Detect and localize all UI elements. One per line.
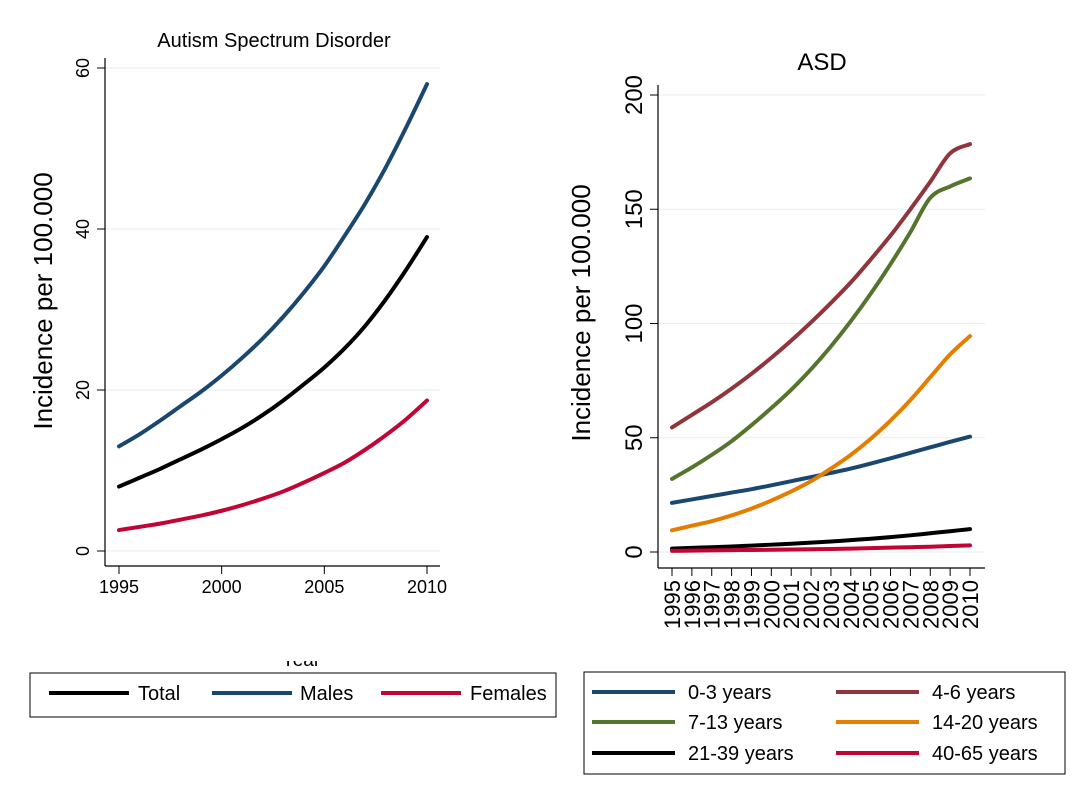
legend-left-item-females-label: Females: [470, 683, 547, 705]
chart-left-y-tick-label: 0: [73, 546, 93, 556]
chart-left-gridlines: [105, 67, 440, 552]
chart-left-y-tick-label: 40: [73, 219, 93, 239]
chart-left-series-line-males: [117, 82, 429, 449]
chart-left-axes: [104, 58, 440, 567]
chart-right-y-ticks: 0 50 100 150 200: [621, 75, 658, 559]
chart-right-ylabel: Incidence per 100.000: [566, 184, 596, 441]
chart-right-series-line-7-13-years: [670, 176, 972, 481]
legend-right-item-4-6-label: 4-6 years: [932, 682, 1015, 704]
chart-right-x-tick-label: 2000: [759, 580, 784, 629]
chart-right-series-line-4-6-years: [670, 142, 972, 430]
legend-right-item-7-13-label: 7-13 years: [688, 712, 783, 734]
chart-right-gridlines: [658, 94, 985, 553]
chart-right-title: ASD: [797, 49, 846, 76]
legend-left-item-males-label: Males: [300, 683, 353, 705]
legend-left: Total Males Females: [29, 672, 557, 718]
chart-right-x-tick-label: 2006: [879, 580, 904, 629]
chart-right-x-tick-label: 2008: [918, 580, 943, 629]
chart-right-x-tick-label: 1995: [660, 580, 685, 629]
chart-left: Autism Spectrum Disorder Incidence per 1…: [28, 30, 447, 671]
legend-right-item-40-65-label: 40-65 years: [932, 743, 1038, 765]
chart-left-y-ticks: 0 20 40 60: [73, 58, 105, 556]
chart-right-series: [670, 142, 972, 553]
chart-right-x-tick-label: 2009: [938, 580, 963, 629]
chart-right-x-tick-label: 1998: [720, 580, 745, 629]
chart-right-x-tick-label: 2005: [859, 580, 884, 629]
chart-left-x-tick-label: 2005: [304, 577, 344, 597]
chart-right: ASD Incidence per 100.000 0 50 100 150 200 1…: [566, 49, 985, 629]
chart-left-x-tick-label: 1995: [99, 577, 139, 597]
legend-right: 0-3 years 7-13 years 21-39 years 4-6 years 1…: [583, 671, 1066, 775]
chart-left-ylabel: Incidence per 100.000: [28, 172, 58, 429]
chart-right-series-line-14-20-years: [670, 334, 972, 533]
chart-left-x-ticks: 1995 2000 2005 2010: [99, 566, 447, 597]
chart-left-y-tick-label: 20: [73, 380, 93, 400]
chart-right-y-tick-label: 100: [621, 303, 648, 343]
chart-right-x-tick-label: 2002: [799, 580, 824, 629]
chart-left-series-line-total: [117, 235, 429, 489]
chart-left-series: [117, 82, 429, 533]
chart-right-series-line-0-3-years: [670, 434, 972, 505]
chart-left-series-line-females: [117, 398, 429, 533]
chart-right-x-tick-label: 1997: [700, 580, 725, 629]
chart-right-x-tick-label: 2001: [779, 580, 804, 629]
chart-right-y-tick-label: 200: [621, 75, 648, 115]
chart-right-y-tick-label: 50: [621, 424, 648, 451]
chart-right-x-tick-label: 2010: [958, 580, 983, 629]
chart-left-x-tick-label: 2010: [407, 577, 447, 597]
chart-right-series-line-21-39-years: [670, 527, 972, 551]
legend-right-item-14-20-label: 14-20 years: [932, 712, 1038, 734]
chart-right-series-line-40-65-years: [670, 543, 972, 553]
legend-right-item-21-39-label: 21-39 years: [688, 743, 794, 765]
chart-right-x-tick-label: 2003: [819, 580, 844, 629]
chart-left-x-tick-label: 2000: [202, 577, 242, 597]
chart-right-y-tick-label: 0: [621, 545, 648, 558]
chart-right-x-ticks: 1995199619971998199920002001200220032004…: [660, 568, 983, 629]
chart-left-title: Autism Spectrum Disorder: [157, 30, 391, 52]
legend-right-item-0-3-label: 0-3 years: [688, 682, 771, 704]
chart-left-xlabel-crop: [200, 650, 380, 661]
chart-right-x-tick-label: 2007: [898, 580, 923, 629]
chart-right-x-tick-label: 2004: [839, 580, 864, 629]
chart-right-x-tick-label: 1996: [680, 580, 705, 629]
chart-right-x-tick-label: 1999: [739, 580, 764, 629]
chart-left-y-tick-label: 60: [73, 58, 93, 78]
chart-right-y-tick-label: 150: [621, 189, 648, 229]
legend-left-item-total-label: Total: [138, 683, 180, 705]
